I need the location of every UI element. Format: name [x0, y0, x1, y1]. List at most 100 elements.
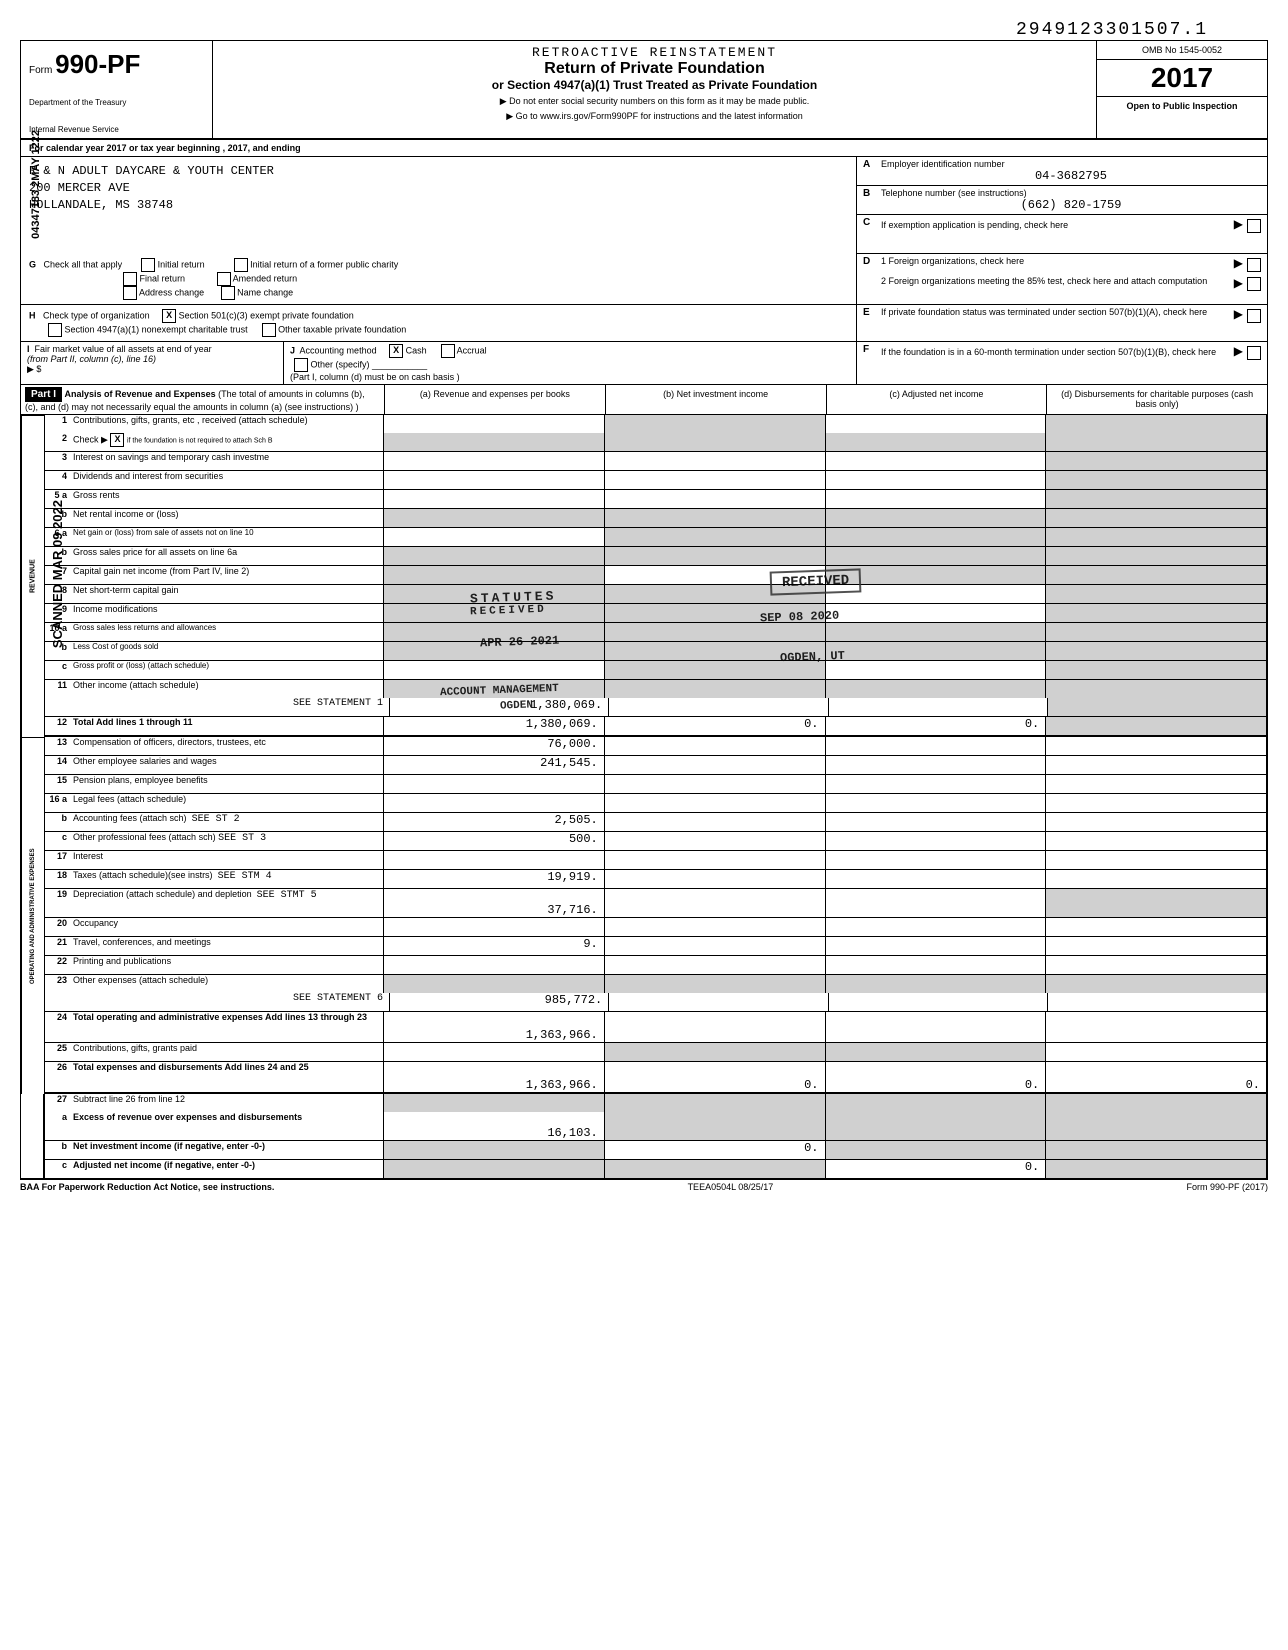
- line-16c-desc: Other professional fees (attach sch) SEE…: [71, 832, 384, 850]
- g-opt-3: Initial return of a former public charit…: [250, 259, 398, 269]
- box-c-label: If exemption application is pending, che…: [881, 220, 1068, 230]
- line-27c-desc: Adjusted net income (if negative, enter …: [71, 1160, 384, 1178]
- i-label: Fair market value of all assets at end o…: [35, 344, 212, 354]
- f-label: If the foundation is in a 60-month termi…: [881, 347, 1216, 357]
- row-i: I Fair market value of all assets at end…: [21, 342, 284, 384]
- line-6a-desc: Net gain or (loss) from sale of assets n…: [71, 528, 384, 546]
- row-g: G Check all that apply Initial return In…: [21, 254, 857, 304]
- part1-title-cell: Part I Analysis of Revenue and Expenses …: [21, 385, 385, 414]
- e-checkbox[interactable]: [1247, 309, 1261, 323]
- omb-number: OMB No 1545-0052: [1097, 41, 1267, 60]
- line-11-desc: Other income (attach schedule): [71, 680, 384, 698]
- instr-1: ▶ Do not enter social security numbers o…: [217, 96, 1092, 107]
- h-opt1: Section 501(c)(3) exempt private foundat…: [179, 310, 354, 320]
- arrow-icon: ▶: [1234, 307, 1243, 321]
- form-header-left: Form 990-PF Department of the Treasury I…: [21, 41, 213, 138]
- form-header-center: RETROACTIVE REINSTATEMENT Return of Priv…: [213, 41, 1096, 138]
- left-vertical-stamp: 04347183 2MAY 1222: [30, 130, 42, 239]
- l23-a: 985,772.: [390, 993, 609, 1011]
- col-b-header: (b) Net investment income: [606, 385, 827, 414]
- line-20-desc: Occupancy: [71, 918, 384, 936]
- box-b: B Telephone number (see instructions) (6…: [857, 186, 1267, 215]
- org-city: HOLLANDALE, MS 38748: [29, 197, 848, 214]
- line-21-desc: Travel, conferences, and meetings: [71, 937, 384, 955]
- e-label: If private foundation status was termina…: [881, 307, 1207, 323]
- line-22-desc: Printing and publications: [71, 956, 384, 974]
- g-label: Check all that apply: [44, 259, 123, 269]
- ogden-stamp-2: OGDEN: [500, 699, 533, 712]
- l2-checkbox[interactable]: X: [110, 433, 124, 447]
- g-address-checkbox[interactable]: [123, 286, 137, 300]
- j-label: Accounting method: [300, 345, 377, 355]
- dept-treasury: Department of the Treasury: [29, 98, 204, 107]
- i-arrow: ▶ $: [27, 364, 41, 374]
- g-name-checkbox[interactable]: [221, 286, 235, 300]
- j-other-checkbox[interactable]: [294, 358, 308, 372]
- form-header-right: OMB No 1545-0052 2017 Open to Public Ins…: [1096, 41, 1267, 138]
- line-24-desc: Total operating and administrative expen…: [71, 1012, 384, 1042]
- l18-a: 19,919.: [384, 870, 605, 888]
- h-opt3: Other taxable private foundation: [278, 324, 406, 334]
- line-15-desc: Pension plans, employee benefits: [71, 775, 384, 793]
- l27a-a: 16,103.: [384, 1112, 605, 1140]
- dept-irs: Internal Revenue Service: [29, 125, 204, 134]
- g-former-checkbox[interactable]: [234, 258, 248, 272]
- g-opt-2: Address change: [139, 287, 204, 297]
- f-checkbox[interactable]: [1247, 346, 1261, 360]
- line-26-desc: Total expenses and disbursements Add lin…: [71, 1062, 384, 1092]
- d-item1: 1 Foreign organizations, check here: [881, 256, 1024, 272]
- g-opt-4: Amended return: [233, 273, 298, 283]
- line-12-desc: Total Add lines 1 through 11: [71, 717, 384, 735]
- h-letter: H: [29, 310, 36, 320]
- box-a-letter: A: [863, 159, 881, 170]
- j-cash: Cash: [406, 345, 427, 355]
- row-h: H Check type of organization X Section 5…: [21, 305, 857, 341]
- line-10a-desc: Gross sales less returns and allowances: [71, 623, 384, 641]
- h-4947-checkbox[interactable]: [48, 323, 62, 337]
- instr-2: ▶ Go to www.irs.gov/Form990PF for instru…: [217, 111, 1092, 122]
- line-27-section: 27Subtract line 26 from line 12 aExcess …: [20, 1094, 1268, 1180]
- g-final-checkbox[interactable]: [123, 272, 137, 286]
- j-cash-checkbox[interactable]: X: [389, 344, 403, 358]
- footer-right: Form 990-PF (2017): [1186, 1182, 1268, 1192]
- col-a-header: (a) Revenue and expenses per books: [385, 385, 606, 414]
- l16c-a: 500.: [384, 832, 605, 850]
- line-5a-desc: Gross rents: [71, 490, 384, 508]
- line-13-desc: Compensation of officers, directors, tru…: [71, 737, 384, 755]
- form-number: 990-PF: [55, 49, 140, 79]
- box-c-letter: C: [863, 217, 881, 228]
- row-g-d: G Check all that apply Initial return In…: [20, 254, 1268, 304]
- l13-a: 76,000.: [384, 737, 605, 755]
- box-b-letter: B: [863, 188, 881, 199]
- box-c: C If exemption application is pending, c…: [857, 215, 1267, 254]
- h-other-checkbox[interactable]: [262, 323, 276, 337]
- line-1-desc: Contributions, gifts, grants, etc , rece…: [71, 415, 384, 433]
- d-item2: 2 Foreign organizations meeting the 85% …: [881, 276, 1207, 292]
- line-16a-desc: Legal fees (attach schedule): [71, 794, 384, 812]
- g-initial-checkbox[interactable]: [141, 258, 155, 272]
- row-ij-f: I Fair market value of all assets at end…: [20, 341, 1268, 385]
- tax-year: 2017: [1097, 60, 1267, 97]
- line-8-desc: Net short-term capital gain: [71, 585, 384, 603]
- j-accrual-checkbox[interactable]: [441, 344, 455, 358]
- l14-a: 241,545.: [384, 756, 605, 774]
- ein-value: 04-3682795: [881, 169, 1261, 183]
- g-amended-checkbox[interactable]: [217, 272, 231, 286]
- d-85-checkbox[interactable]: [1247, 277, 1261, 291]
- line-16b-desc: Accounting fees (attach sch) SEE ST 2: [71, 813, 384, 831]
- j-accrual: Accrual: [457, 345, 487, 355]
- h-501c3-checkbox[interactable]: X: [162, 309, 176, 323]
- col-d-header: (d) Disbursements for charitable purpose…: [1047, 385, 1267, 414]
- l26-b: 0.: [605, 1062, 826, 1092]
- box-c-checkbox[interactable]: [1247, 219, 1261, 233]
- l12-b: 0.: [605, 717, 826, 735]
- col-c-header: (c) Adjusted net income: [827, 385, 1048, 414]
- box-e: E If private foundation status was termi…: [857, 305, 1267, 341]
- retroactive-label: RETROACTIVE REINSTATEMENT: [217, 45, 1092, 60]
- g-opt-1: Final return: [140, 273, 186, 283]
- j-letter: J: [290, 345, 295, 355]
- revenue-section: REVENUE 1Contributions, gifts, grants, e…: [20, 415, 1268, 737]
- l26-a: 1,363,966.: [384, 1062, 605, 1092]
- received-date-2: APR 26 2021: [480, 634, 560, 651]
- d-foreign-checkbox[interactable]: [1247, 258, 1261, 272]
